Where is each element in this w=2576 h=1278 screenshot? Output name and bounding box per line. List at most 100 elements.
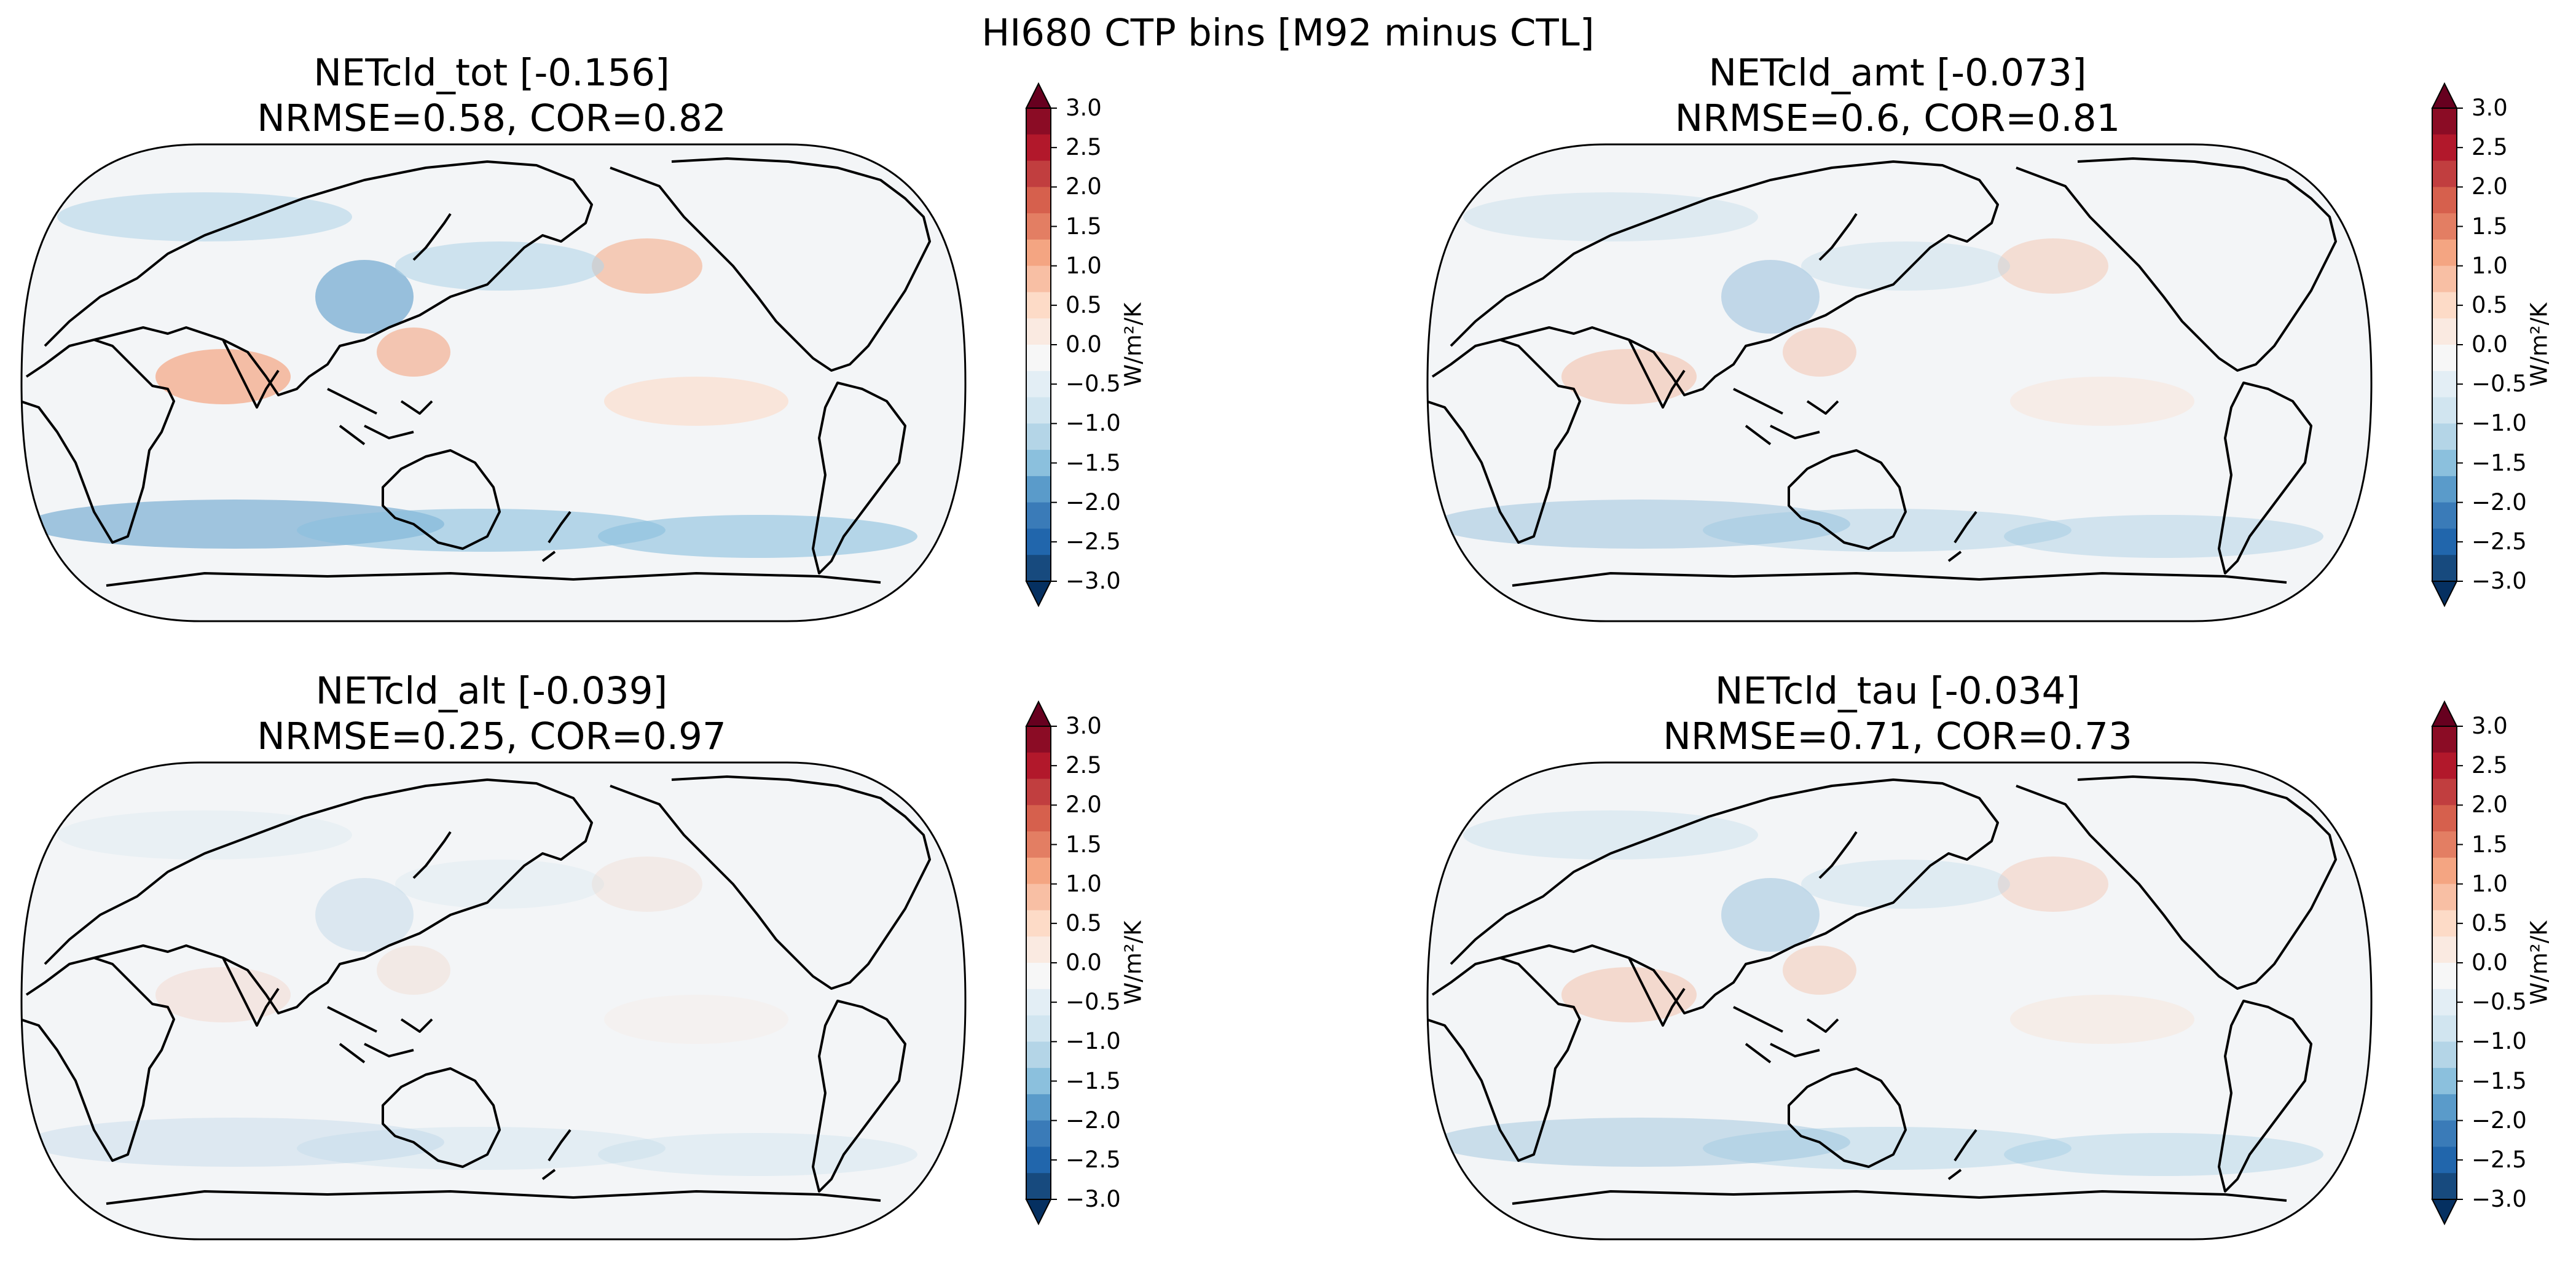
- colorbar-unit-label: W/m²/K: [1120, 920, 1147, 1005]
- colorbar: 3.0 2.5 2.0 1.5 1.0 0.5 0.0 −0.5 −1.0 −1.5 −2.0 −2.…: [2431, 82, 2553, 608]
- map-background: [1427, 762, 2371, 1239]
- colorbar-bin: [1026, 528, 1051, 555]
- coast-southamerica: [2218, 1000, 2312, 1193]
- anomaly-region: [604, 377, 788, 426]
- colorbar: 3.0 2.5 2.0 1.5 1.0 0.5 0.0 −0.5 −1.0 −1.5 −2.0 −2.…: [2431, 700, 2553, 1226]
- colorbar-bin: [1026, 1173, 1051, 1200]
- colorbar-extend-min: [1025, 1199, 1052, 1226]
- colorbar-tick-label: 1.5: [1066, 831, 1102, 858]
- coast-maritime: [1733, 388, 1839, 445]
- colorbar-tick-label: 1.0: [2472, 252, 2508, 279]
- anomaly-region: [598, 1133, 917, 1176]
- colorbar-bin: [2432, 450, 2457, 477]
- colorbar-extend-max: [1025, 82, 1052, 109]
- colorbar-bin: [2432, 423, 2457, 450]
- colorbar-tick-label: −3.0: [2472, 568, 2527, 594]
- colorbar-bin: [2432, 884, 2457, 911]
- colorbar-tick-label: 1.5: [2472, 213, 2508, 240]
- colorbar-tick-label: −3.0: [1066, 568, 1121, 594]
- panel-title-variable: NETcld_amt [-0.073]: [1708, 51, 2087, 95]
- coast-antarctica: [106, 572, 881, 587]
- colorbar-extend-max: [1025, 700, 1052, 727]
- colorbar-bin: [2432, 397, 2457, 424]
- colorbar-bin: [2432, 778, 2457, 806]
- map-background: [1427, 144, 2371, 621]
- panel-title-variable: NETcld_tau [-0.034]: [1714, 669, 2081, 713]
- colorbar-bin: [2432, 1015, 2457, 1042]
- anomaly-region: [1463, 192, 1758, 241]
- colorbar-bin: [2432, 134, 2457, 162]
- coast-australia: [382, 449, 501, 550]
- colorbar-bin: [2432, 345, 2457, 372]
- coast-japan: [412, 831, 452, 879]
- coast-eurasia: [44, 160, 593, 396]
- anomaly-region: [26, 1118, 444, 1167]
- colorbar-tick-label: −1.5: [2472, 449, 2527, 476]
- colorbar-bin: [1026, 989, 1051, 1016]
- anomaly-region: [598, 515, 917, 558]
- colorbar-tick-label: 0.0: [1066, 949, 1102, 976]
- colorbar-tick-label: −1.0: [2472, 410, 2527, 437]
- anomaly-region: [1463, 810, 1758, 860]
- coast-eurasia: [1450, 778, 1999, 1014]
- anomaly-region: [377, 327, 450, 377]
- anomaly-region: [1561, 349, 1697, 404]
- colorbar-unit-label: W/m²/K: [2526, 302, 2553, 387]
- colorbar-tick-label: 0.5: [2472, 909, 2508, 936]
- colorbar-bin: [2432, 1120, 2457, 1147]
- colorbar-tick-label: 2.5: [2472, 134, 2508, 161]
- anomaly-region: [592, 857, 702, 912]
- anomaly-region: [1721, 260, 1820, 334]
- colorbar-bin: [1026, 752, 1051, 780]
- anomaly-region: [2004, 1133, 2323, 1176]
- colorbar-tick-label: −0.5: [2472, 370, 2527, 398]
- anomaly-region: [592, 238, 702, 294]
- panel-title: NETcld_alt [-0.039] NRMSE=0.25, COR=0.97: [18, 668, 965, 759]
- colorbar-bin: [1026, 831, 1051, 858]
- panel-title: NETcld_tot [-0.156] NRMSE=0.58, COR=0.82: [18, 50, 965, 141]
- colorbar-bin: [2432, 1041, 2457, 1068]
- anomaly-region: [1432, 1118, 1850, 1167]
- coast-northamerica: [2016, 157, 2337, 372]
- coast-india: [222, 957, 280, 1027]
- colorbar-bin: [1026, 292, 1051, 319]
- colorbar-bin: [2432, 752, 2457, 780]
- colorbar-tick-label: −1.5: [2472, 1067, 2527, 1094]
- coast-nz: [1947, 1129, 1977, 1180]
- colorbar-bin: [2432, 555, 2457, 582]
- colorbar-tick-label: −2.0: [1066, 488, 1121, 516]
- colorbar-extend-min: [2431, 1199, 2458, 1226]
- anomaly-region: [155, 349, 291, 404]
- colorbar-bin: [2432, 936, 2457, 963]
- colorbar-bin: [2432, 160, 2457, 187]
- coast-australia: [1788, 1067, 1907, 1168]
- colorbar-tick-label: −2.5: [2472, 1146, 2527, 1173]
- coast-maritime: [1733, 1006, 1839, 1064]
- map-plot: [1426, 761, 2373, 1241]
- colorbar-tick-label: 3.0: [2472, 713, 2508, 739]
- colorbar-bin: [1026, 805, 1051, 832]
- anomaly-region: [1561, 967, 1697, 1022]
- colorbar-extend-max: [2431, 82, 2458, 109]
- colorbar-tick-label: −0.5: [1066, 989, 1121, 1016]
- colorbar-bin: [2432, 910, 2457, 937]
- panel-title: NETcld_tau [-0.034] NRMSE=0.71, COR=0.73: [1424, 668, 2371, 759]
- colorbar-tick-label: 1.0: [1066, 870, 1102, 897]
- anomaly-region: [1801, 860, 2010, 909]
- panel-title-stats: NRMSE=0.58, COR=0.82: [257, 96, 726, 140]
- colorbar-tick-label: −2.0: [2472, 488, 2527, 516]
- colorbar-bin: [1026, 370, 1051, 398]
- anomaly-region: [395, 860, 604, 909]
- colorbar-tick-label: 2.5: [1066, 752, 1102, 779]
- colorbar-bin: [2432, 831, 2457, 858]
- colorbar-bin: [1026, 318, 1051, 345]
- colorbar-bin: [2432, 1173, 2457, 1200]
- colorbar-bin: [2432, 187, 2457, 214]
- colorbar-tick-label: 2.5: [1066, 134, 1102, 161]
- colorbar-tick-label: 2.5: [2472, 752, 2508, 779]
- anomaly-region: [297, 1127, 666, 1170]
- colorbar-bin: [1026, 1068, 1051, 1095]
- map-outline: [20, 761, 967, 1241]
- colorbar-tick-label: −3.0: [2472, 1186, 2527, 1212]
- colorbar-tick-label: 2.0: [1066, 173, 1102, 200]
